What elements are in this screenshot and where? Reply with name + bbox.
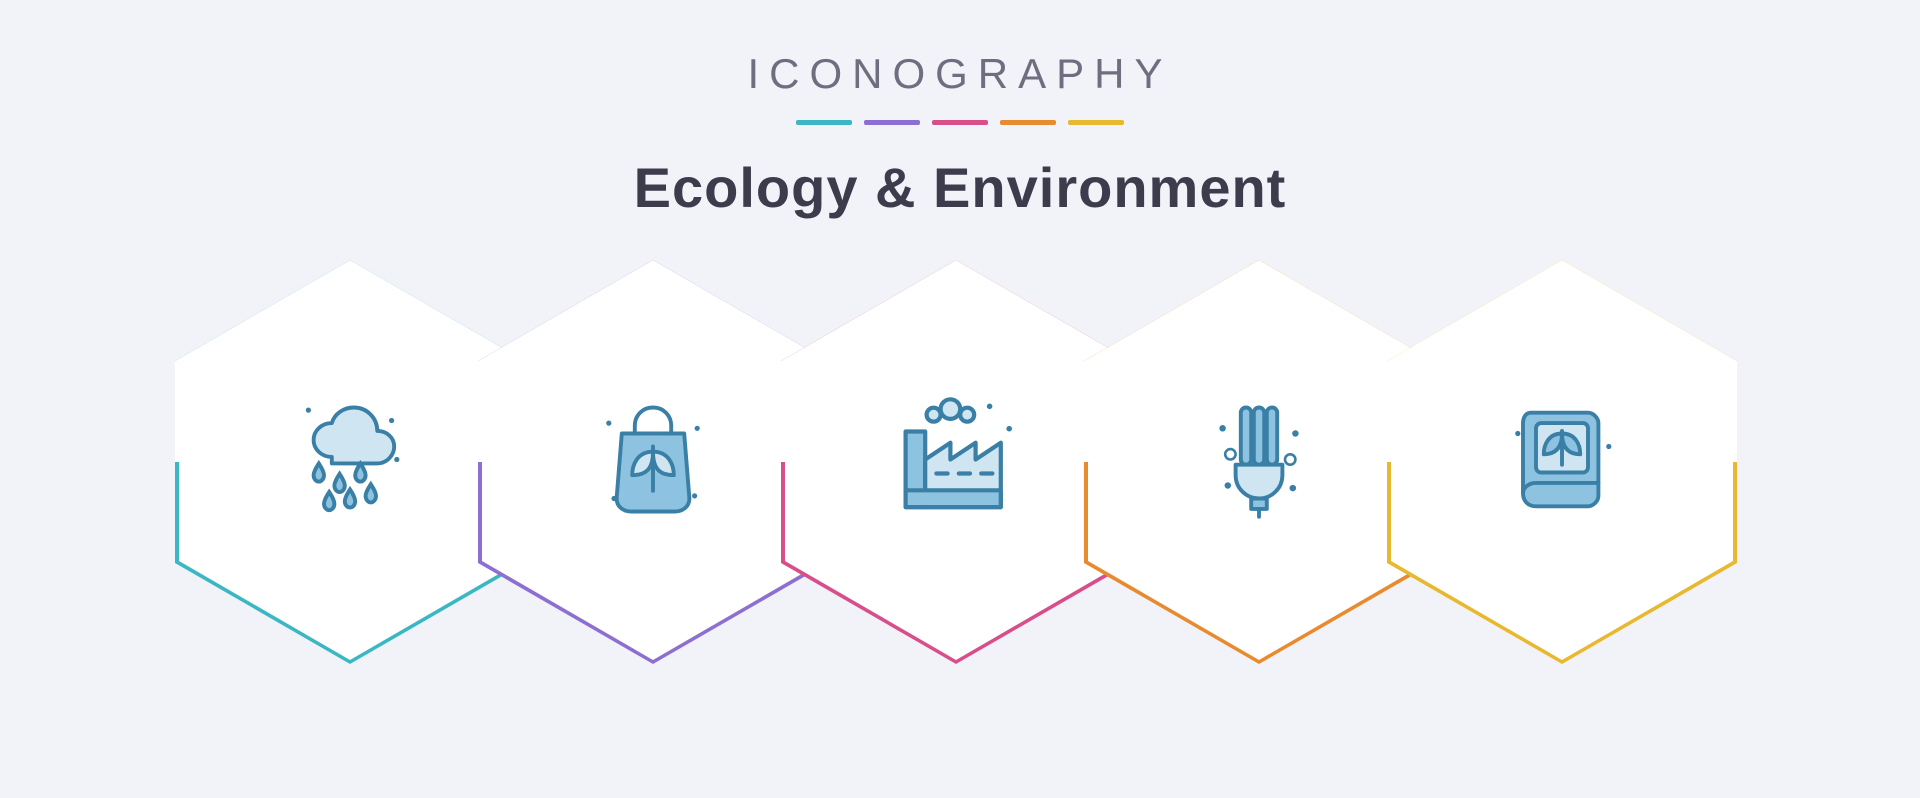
header: ICONOGRAPHY Ecology & Environment xyxy=(0,0,1920,220)
hex-eco-bag xyxy=(478,260,828,664)
hex-border xyxy=(1084,260,1434,664)
page-title: Ecology & Environment xyxy=(0,155,1920,220)
hex-border xyxy=(781,260,1131,664)
eco-lightbulb-icon xyxy=(1194,395,1324,530)
icon-stage xyxy=(0,260,1920,720)
accent-bar-3 xyxy=(1000,120,1056,125)
hex-border xyxy=(175,260,525,664)
hex-rain-cloud xyxy=(175,260,525,664)
accent-bar-0 xyxy=(796,120,852,125)
accent-underline xyxy=(0,120,1920,125)
brand-wordmark: ICONOGRAPHY xyxy=(0,50,1920,98)
accent-bar-1 xyxy=(864,120,920,125)
hex-border xyxy=(478,260,828,664)
eco-bag-icon xyxy=(588,395,718,530)
hex-factory xyxy=(781,260,1131,664)
accent-bar-2 xyxy=(932,120,988,125)
accent-bar-4 xyxy=(1068,120,1124,125)
hex-eco-lightbulb xyxy=(1084,260,1434,664)
rain-cloud-icon xyxy=(285,395,415,530)
hex-eco-book xyxy=(1387,260,1737,664)
eco-book-icon xyxy=(1497,395,1627,530)
hex-border xyxy=(1387,260,1737,664)
factory-icon xyxy=(886,390,1026,535)
